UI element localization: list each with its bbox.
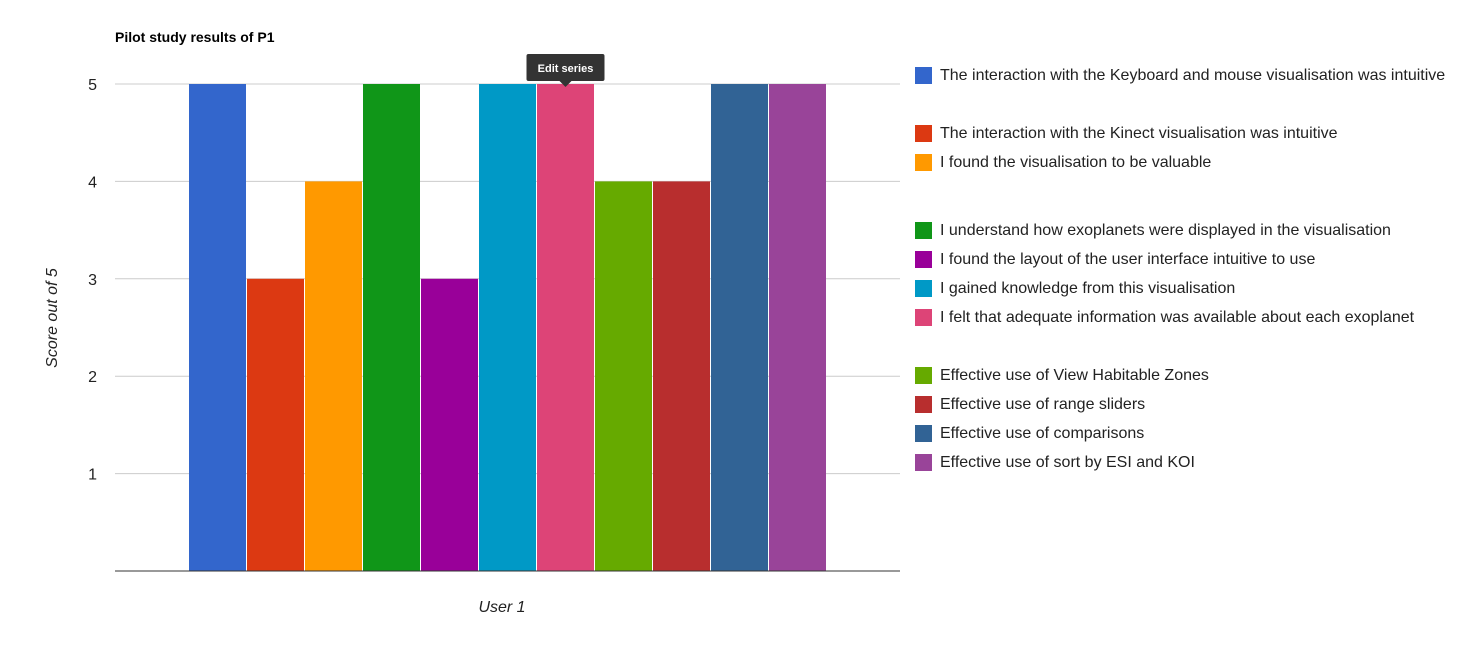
y-tick-label: 4 (88, 174, 97, 191)
tooltip-pointer (559, 81, 572, 87)
legend-item[interactable]: The interaction with the Keyboard and mo… (915, 64, 1460, 88)
legend-item[interactable]: I found the layout of the user interface… (915, 248, 1460, 272)
bar[interactable] (711, 84, 768, 571)
plot-area: 1 2 3 4 5 User 1 Score out of 5 Edit series (44, 54, 900, 616)
legend-item[interactable]: I gained knowledge from this visualisati… (915, 277, 1460, 301)
edit-series-tooltip[interactable]: Edit series (526, 54, 605, 87)
y-tick-label: 2 (88, 369, 97, 386)
legend-swatch (915, 367, 932, 384)
legend-label: I found the visualisation to be valuable (940, 154, 1212, 171)
y-tick-label: 5 (88, 77, 97, 94)
bar[interactable] (421, 278, 478, 571)
legend-item[interactable]: Effective use of range sliders (915, 393, 1460, 417)
legend-swatch (915, 280, 932, 297)
bar[interactable] (305, 181, 362, 571)
legend-label: I felt that adequate information was ava… (940, 309, 1415, 326)
legend-label: Effective use of range sliders (940, 396, 1146, 413)
tooltip-text: Edit series (538, 63, 594, 75)
legend-label: I found the layout of the user interface… (940, 251, 1316, 268)
legend-label: I gained knowledge from this visualisati… (940, 280, 1236, 297)
legend-swatch (915, 251, 932, 268)
bars (189, 84, 826, 571)
bar[interactable] (363, 84, 420, 571)
bar[interactable] (653, 181, 710, 571)
legend-label: Effective use of View Habitable Zones (940, 367, 1209, 384)
bar[interactable] (479, 84, 536, 571)
bar[interactable] (769, 84, 826, 571)
legend-swatch (915, 309, 932, 326)
legend-swatch (915, 396, 932, 413)
legend-swatch (915, 425, 932, 442)
bar[interactable] (189, 84, 246, 571)
legend-swatch (915, 125, 932, 142)
legend-swatch (915, 454, 932, 471)
legend-item[interactable]: I felt that adequate information was ava… (915, 306, 1460, 330)
legend-item[interactable]: Effective use of sort by ESI and KOI (915, 451, 1460, 475)
legend-swatch (915, 222, 932, 239)
legend-swatch (915, 67, 932, 84)
x-axis-label: User 1 (478, 599, 525, 616)
legend-label: Effective use of sort by ESI and KOI (940, 454, 1195, 471)
y-tick-label: 3 (88, 272, 97, 289)
legend-item[interactable]: Effective use of comparisons (915, 422, 1460, 446)
y-tick-label: 1 (88, 467, 97, 484)
chart-title: Pilot study results of P1 (115, 29, 275, 45)
tooltip-background (526, 54, 605, 81)
bar[interactable] (247, 278, 304, 571)
legend-label: I understand how exoplanets were display… (940, 222, 1391, 239)
y-axis-label: Score out of 5 (44, 268, 61, 368)
bar[interactable] (537, 84, 594, 571)
legend-label: The interaction with the Keyboard and mo… (940, 67, 1446, 84)
legend-swatch (915, 154, 932, 171)
legend-item[interactable]: I understand how exoplanets were display… (915, 219, 1460, 243)
legend-item[interactable]: I found the visualisation to be valuable (915, 151, 1460, 175)
legend-item[interactable]: Effective use of View Habitable Zones (915, 364, 1460, 388)
legend-label: Effective use of comparisons (940, 425, 1145, 442)
y-tick-labels: 1 2 3 4 5 (88, 77, 97, 484)
bar[interactable] (595, 181, 652, 571)
legend-label: The interaction with the Kinect visualis… (940, 125, 1338, 142)
legend-item[interactable]: The interaction with the Kinect visualis… (915, 122, 1460, 146)
